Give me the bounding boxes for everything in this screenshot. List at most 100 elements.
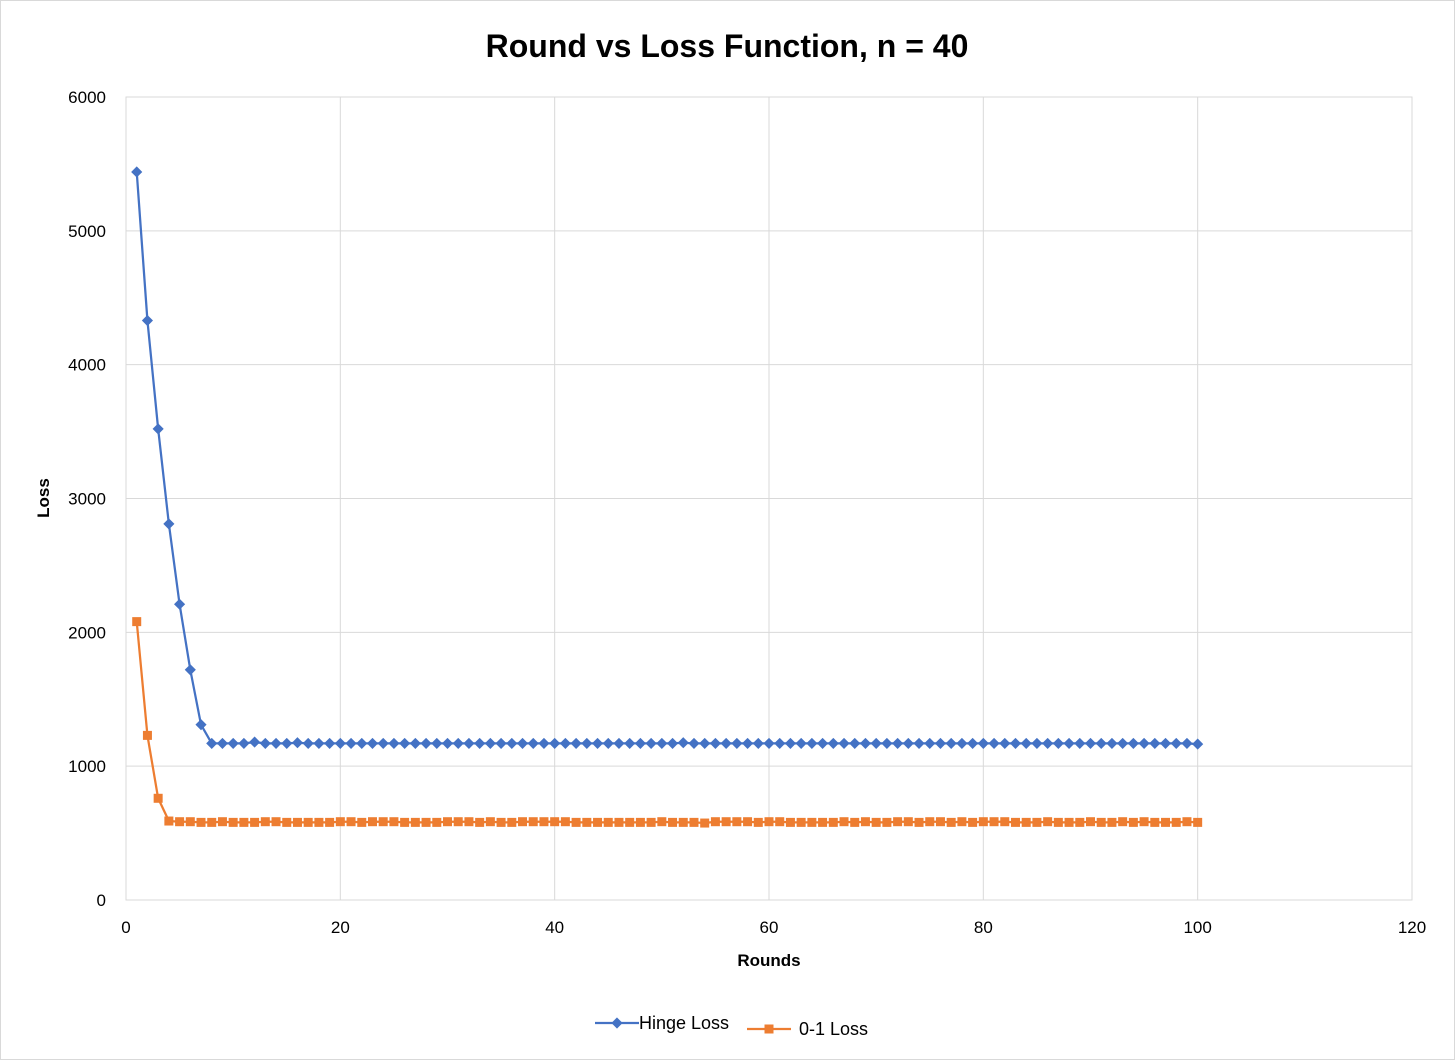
x-tick-label: 100 [1183, 918, 1211, 937]
x-tick-label: 0 [121, 918, 130, 937]
x-tick-label: 60 [760, 918, 779, 937]
data-point-0-1-loss [560, 817, 570, 827]
data-point-hinge-loss [817, 737, 829, 749]
data-point-hinge-loss [216, 737, 229, 749]
data-point-0-1-loss [775, 817, 785, 827]
data-point-0-1-loss [550, 817, 560, 827]
legend: Hinge Loss 0-1 Loss [595, 1013, 868, 1039]
data-point-0-1-loss [1064, 817, 1074, 827]
data-point-hinge-loss [1159, 737, 1172, 749]
y-tick-label: 1000 [68, 757, 106, 776]
data-point-hinge-loss [399, 737, 411, 749]
data-point-0-1-loss [196, 817, 206, 827]
data-point-hinge-loss [699, 737, 711, 749]
data-point-hinge-loss [720, 737, 732, 749]
data-point-0-1-loss [1107, 817, 1117, 827]
data-point-hinge-loss [666, 737, 679, 749]
data-point-0-1-loss [475, 817, 485, 827]
data-point-hinge-loss [441, 737, 454, 749]
data-point-hinge-loss [302, 737, 314, 749]
data-point-hinge-loss [1020, 737, 1032, 749]
data-point-0-1-loss [282, 817, 292, 827]
y-tick-label: 3000 [68, 490, 106, 509]
data-point-hinge-loss [827, 737, 839, 749]
data-point-0-1-loss [485, 817, 495, 827]
x-tick-label: 20 [331, 918, 350, 937]
x-tick-label: 120 [1398, 918, 1426, 937]
data-point-0-1-loss [689, 817, 699, 827]
series-line-hinge-loss [135, 171, 1198, 746]
data-point-0-1-loss [496, 817, 506, 827]
data-point-hinge-loss [602, 737, 614, 749]
data-point-hinge-loss [870, 737, 882, 749]
data-point-hinge-loss [1009, 737, 1022, 749]
data-point-0-1-loss [410, 817, 420, 827]
data-point-0-1-loss [1043, 817, 1053, 827]
data-point-0-1-loss [271, 817, 281, 827]
data-point-hinge-loss [1181, 737, 1193, 749]
data-point-0-1-loss [357, 817, 367, 827]
data-point-hinge-loss [913, 737, 925, 749]
data-point-hinge-loss [131, 166, 143, 178]
plot-area-border [125, 96, 1413, 901]
data-point-hinge-loss [1074, 737, 1086, 749]
y-tick-label: 2000 [68, 623, 106, 642]
data-point-0-1-loss [657, 817, 667, 827]
data-point-0-1-loss [175, 817, 185, 827]
data-point-hinge-loss [474, 737, 486, 749]
data-point-hinge-loss [645, 737, 657, 749]
data-point-hinge-loss [624, 737, 636, 749]
y-axis-title: Loss [34, 478, 53, 518]
data-point-hinge-loss [366, 737, 379, 749]
data-point-0-1-loss [978, 817, 988, 827]
data-point-hinge-loss [999, 737, 1011, 749]
data-point-0-1-loss [882, 817, 892, 827]
data-point-0-1-loss [753, 817, 763, 827]
data-point-hinge-loss [613, 737, 625, 749]
series-hinge-loss [131, 166, 1204, 750]
data-point-hinge-loss [988, 737, 1000, 749]
data-point-0-1-loss [346, 817, 356, 827]
data-point-0-1-loss [807, 817, 817, 827]
y-tick-label: 4000 [68, 356, 106, 375]
data-point-hinge-loss [270, 737, 282, 749]
data-point-0-1-loss [925, 817, 935, 827]
data-point-hinge-loss [174, 598, 186, 610]
data-point-0-1-loss [1096, 817, 1106, 827]
data-point-0-1-loss [400, 817, 410, 827]
data-point-hinge-loss [409, 737, 421, 749]
data-point-hinge-loss [495, 737, 507, 749]
data-point-0-1-loss [185, 817, 195, 827]
data-point-hinge-loss [484, 737, 496, 749]
data-point-0-1-loss [389, 817, 399, 827]
data-point-hinge-loss [591, 737, 604, 749]
data-point-hinge-loss [249, 736, 261, 748]
data-point-hinge-loss [1031, 737, 1043, 749]
data-point-0-1-loss [593, 817, 603, 827]
data-point-0-1-loss [367, 817, 377, 827]
data-point-hinge-loss [1127, 737, 1139, 749]
data-point-hinge-loss [677, 737, 689, 749]
data-point-hinge-loss [849, 737, 861, 749]
data-point-0-1-loss [871, 817, 881, 827]
series-layer [131, 166, 1204, 828]
data-point-hinge-loss [1138, 737, 1150, 749]
data-point-hinge-loss [549, 737, 561, 749]
data-point-hinge-loss [163, 518, 175, 530]
data-point-0-1-loss [464, 817, 474, 827]
data-point-0-1-loss [1128, 817, 1138, 827]
data-point-hinge-loss [570, 737, 582, 749]
data-point-0-1-loss [1118, 817, 1128, 827]
data-point-hinge-loss [581, 737, 593, 749]
data-point-hinge-loss [656, 737, 668, 749]
legend-swatch-marker [611, 1017, 623, 1029]
data-point-0-1-loss [1161, 817, 1171, 827]
data-point-hinge-loss [688, 737, 700, 749]
y-tick-label: 0 [97, 891, 106, 910]
axis-tick-labels: 0 20 40 60 80 100 120 0 1000 2000 3000 4000 5000 6000 [68, 88, 1426, 937]
legend-label: Hinge Loss [639, 1013, 729, 1033]
data-point-hinge-loss [859, 737, 872, 749]
data-point-0-1-loss [292, 817, 302, 827]
data-point-hinge-loss [709, 737, 721, 749]
data-point-hinge-loss [324, 737, 336, 749]
